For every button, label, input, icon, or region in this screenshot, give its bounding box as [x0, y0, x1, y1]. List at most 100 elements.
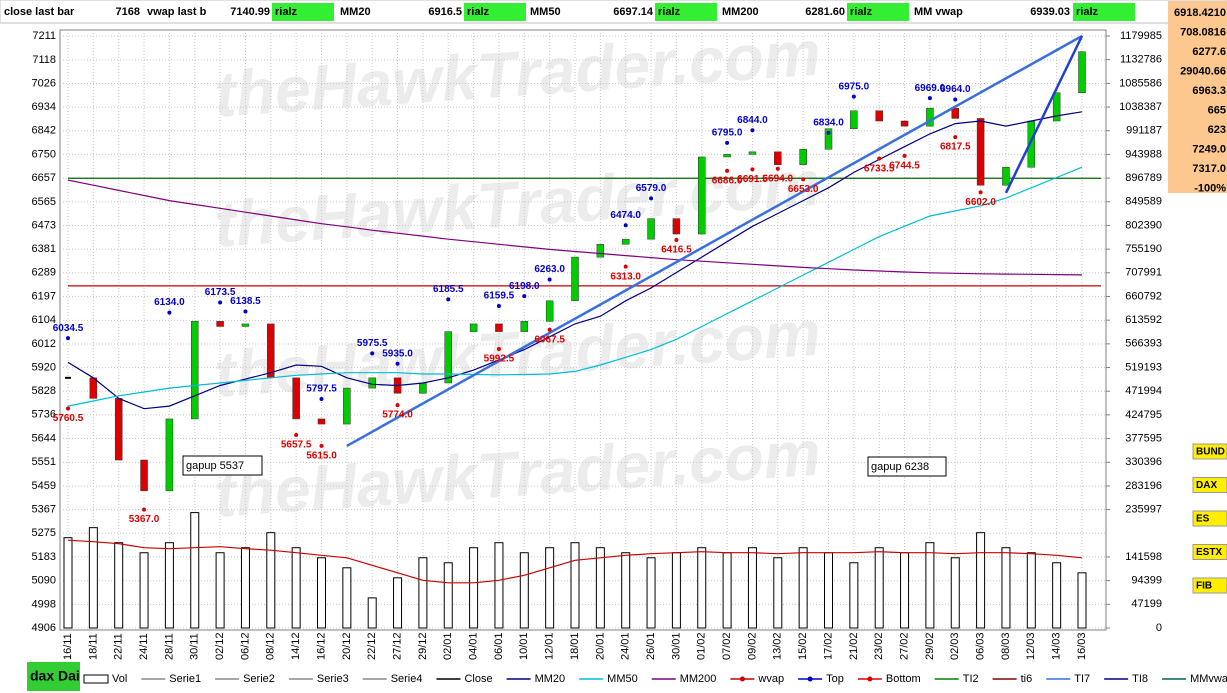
candle — [469, 323, 478, 332]
volume-bar — [545, 547, 555, 629]
side-button[interactable] — [1192, 577, 1227, 594]
volume-bar — [114, 542, 124, 629]
bottom-marker — [877, 156, 882, 161]
side-button-label[interactable]: FIB — [1196, 581, 1212, 592]
side-button-label[interactable]: ES — [1196, 514, 1210, 525]
bottom-marker — [775, 166, 780, 171]
y-tick-label: 7211 — [32, 30, 56, 42]
side-button[interactable] — [1192, 443, 1227, 460]
header-label: MM20 — [340, 6, 371, 18]
candle — [824, 128, 833, 150]
top-label: 6185.5 — [433, 284, 464, 295]
legend-label: MM50 — [607, 673, 638, 685]
candle — [191, 321, 199, 420]
bottom-marker — [902, 153, 907, 158]
x-tick-label: 18/11 — [87, 633, 99, 660]
side-value: 6918.4210 — [1174, 7, 1226, 19]
y-tick-label: 5090 — [32, 575, 56, 587]
candle — [292, 377, 300, 420]
bottom-label: 6416.5 — [661, 245, 692, 256]
volume-bar — [722, 552, 732, 629]
legend-label: wvap — [757, 673, 784, 685]
side-value: 665 — [1208, 104, 1226, 116]
header-label: MM200 — [722, 6, 759, 18]
y2-tick-label: 377595 — [1125, 432, 1162, 444]
candle — [951, 107, 959, 119]
volume-bar — [671, 552, 681, 629]
legend-label: Serie2 — [243, 673, 275, 685]
legend-label: TI8 — [1132, 673, 1148, 685]
top-label: 6159.5 — [484, 291, 515, 302]
candle — [875, 110, 883, 122]
x-tick-label: 13/02 — [772, 632, 784, 660]
top-marker — [927, 96, 932, 101]
volume-bar — [63, 537, 73, 629]
y-tick-label: 5183 — [32, 551, 56, 563]
volume-bar — [747, 547, 757, 629]
tab[interactable] — [27, 662, 80, 691]
plot-frame — [59, 29, 1107, 631]
x-tick-label: 30/01 — [670, 632, 682, 660]
bottom-marker — [547, 327, 552, 332]
candle — [267, 323, 275, 379]
legend-label: Serie4 — [391, 673, 423, 685]
y-tick-label: 6750 — [32, 148, 56, 160]
candle — [216, 321, 224, 327]
side-value: 6963.3 — [1192, 85, 1226, 97]
candle — [1078, 51, 1086, 94]
volume-bar — [317, 557, 326, 629]
header-value: 6697.14 — [613, 6, 654, 18]
volume-bar — [190, 512, 200, 629]
volume-bar — [266, 532, 276, 629]
trend-line — [346, 34, 1083, 447]
bottom-label: 6733.5 — [864, 163, 895, 174]
side-button-label[interactable]: DAX — [1196, 480, 1217, 491]
header-value: 6916.5 — [428, 6, 462, 18]
top-label: 6263.0 — [534, 264, 565, 275]
y-tick-label: 6473 — [32, 219, 56, 231]
y2-tick-label: 47199 — [1131, 598, 1162, 610]
top-marker — [395, 361, 400, 366]
side-button-label[interactable]: BUND — [1196, 447, 1225, 458]
x-tick-label: 20/01 — [594, 632, 606, 660]
y2-tick-label: 424795 — [1125, 409, 1162, 421]
volume-bar — [215, 552, 225, 629]
y-tick-label: 5644 — [32, 432, 56, 444]
header-value: 7140.99 — [230, 6, 270, 18]
tab-label[interactable]: dax Dai — [30, 668, 80, 684]
legend-dot — [867, 676, 873, 682]
top-marker — [851, 94, 856, 99]
candle — [1052, 92, 1061, 122]
volume-bar — [393, 577, 403, 629]
top-label: 5975.5 — [357, 338, 388, 349]
side-value: 29040.66 — [1180, 65, 1226, 77]
legend-label: MM200 — [680, 673, 717, 685]
bottom-label: 6313.0 — [610, 271, 641, 282]
header-label: vwap last b — [147, 6, 207, 18]
y2-tick-label: 1179985 — [1120, 30, 1162, 42]
y2-tick-label: 566393 — [1125, 338, 1162, 350]
side-value: 708.0816 — [1180, 26, 1226, 38]
side-button[interactable] — [1192, 477, 1227, 493]
legend-swatch — [83, 674, 109, 684]
header-value: 6939.03 — [1030, 6, 1070, 18]
candle — [850, 110, 858, 129]
y-tick-label: 6012 — [32, 338, 56, 350]
side-button[interactable] — [1192, 510, 1227, 527]
y2-tick-label: 1038387 — [1119, 101, 1162, 113]
candle — [571, 256, 579, 302]
y-tick-label: 7026 — [32, 77, 56, 89]
side-button-label[interactable]: ESTX — [1196, 547, 1222, 558]
side-button[interactable] — [1192, 544, 1227, 560]
y-tick-label: 6842 — [32, 125, 56, 137]
top-marker — [826, 130, 831, 135]
y-tick-label: 6104 — [32, 314, 56, 326]
top-label: 6579.0 — [636, 183, 667, 194]
side-value: 6277.6 — [1192, 46, 1226, 58]
status-box — [272, 3, 334, 21]
y-tick-label: 4998 — [32, 598, 56, 610]
side-value: 623 — [1208, 124, 1226, 136]
bottom-label: 5760.5 — [53, 413, 84, 424]
